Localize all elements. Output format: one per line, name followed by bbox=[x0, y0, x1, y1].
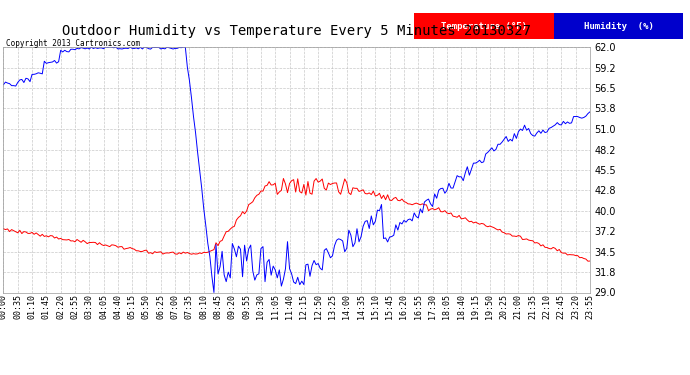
Text: Temperature (°F): Temperature (°F) bbox=[441, 22, 527, 31]
Text: Copyright 2013 Cartronics.com: Copyright 2013 Cartronics.com bbox=[6, 39, 139, 48]
Text: Outdoor Humidity vs Temperature Every 5 Minutes 20130327: Outdoor Humidity vs Temperature Every 5 … bbox=[62, 24, 531, 38]
Text: Humidity  (%): Humidity (%) bbox=[584, 22, 653, 31]
FancyBboxPatch shape bbox=[414, 13, 554, 39]
FancyBboxPatch shape bbox=[554, 13, 683, 39]
